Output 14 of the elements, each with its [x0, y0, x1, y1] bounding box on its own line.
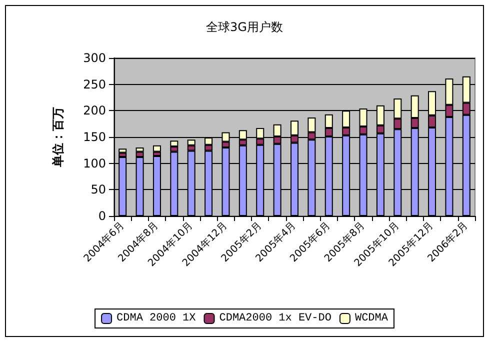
y-tick-label: 150	[83, 130, 106, 144]
y-axis-title: 单位：百万	[51, 107, 65, 168]
legend-label: CDMA2000 1x EV-DO	[219, 312, 332, 324]
bar	[152, 145, 161, 152]
y-tick-label: 0	[98, 209, 106, 223]
y-tick-label: 50	[90, 182, 106, 197]
bar	[118, 148, 127, 153]
chart-title: 全球3G用户数	[206, 20, 283, 34]
y-tick-label: 300	[83, 51, 106, 65]
y-tick-label: 100	[83, 156, 106, 170]
legend-label: CDMA 2000 1X	[116, 312, 196, 324]
y-tick-label: 250	[83, 77, 106, 92]
legend-label: WCDMA	[354, 312, 388, 324]
y-tick-label: 200	[83, 104, 106, 118]
